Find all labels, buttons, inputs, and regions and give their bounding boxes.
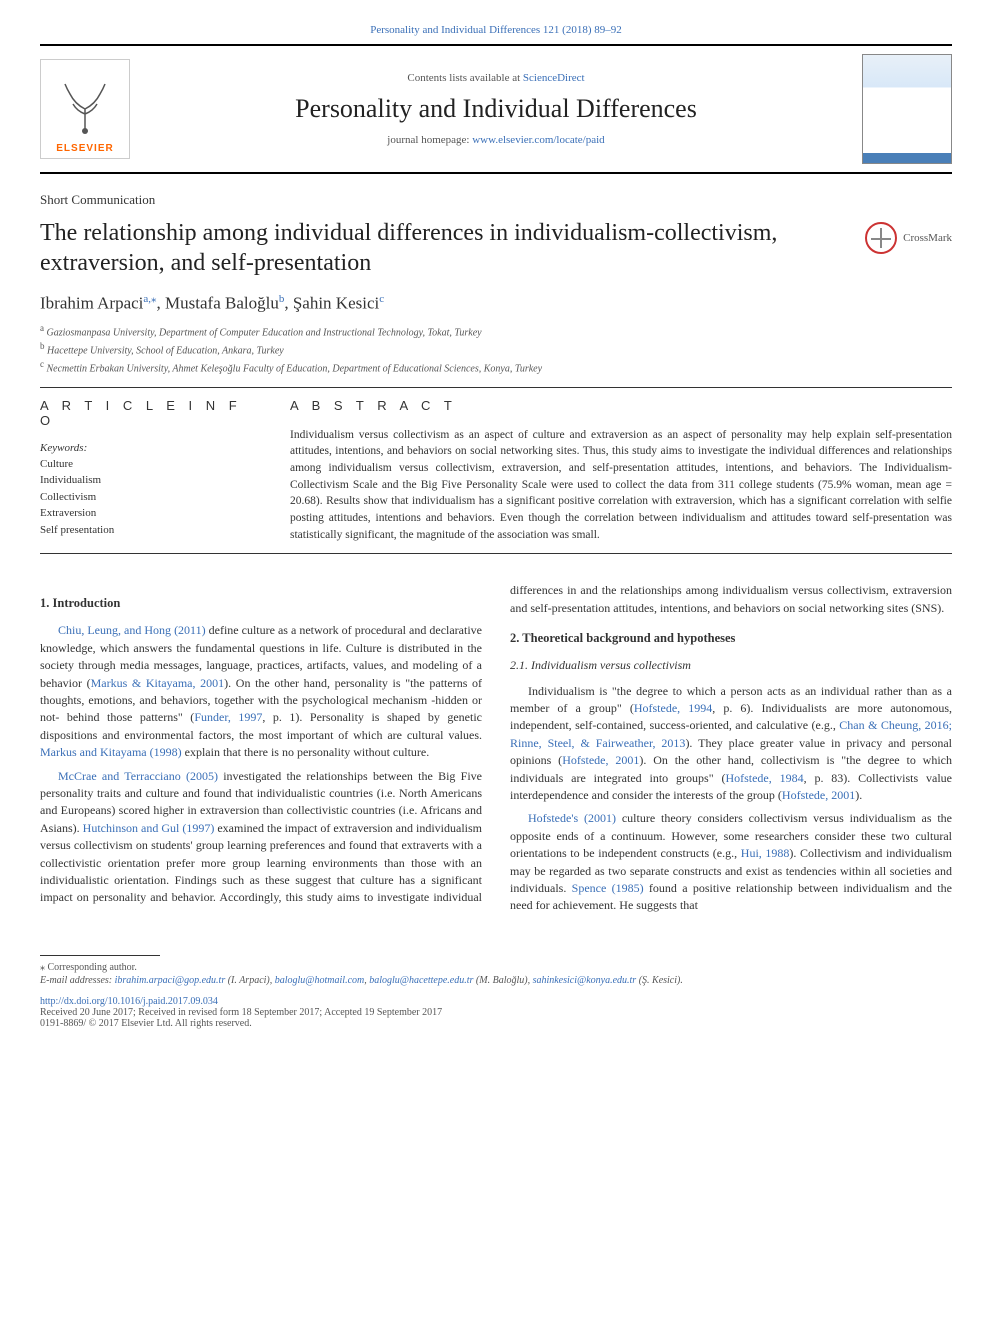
corresponding-author-label: ⁎ Corresponding author. (40, 962, 952, 973)
aff-c-sup: c (40, 359, 44, 369)
homepage-prefix: journal homepage: (387, 134, 472, 146)
separator-bottom (40, 553, 952, 554)
author-3-aff[interactable]: c (379, 293, 384, 305)
separator-top (40, 387, 952, 388)
header-center: Contents lists available at ScienceDirec… (142, 72, 850, 146)
article-title: The relationship among individual differ… (40, 218, 845, 278)
section-2-1-para-2: Hofstede's (2001) culture theory conside… (510, 810, 952, 914)
cite-chiu[interactable]: Chiu, Leung, and Hong (2011) (58, 623, 206, 637)
section-2-1-para-1: Individualism is "the degree to which a … (510, 683, 952, 805)
email-1[interactable]: ibrahim.arpaci@gop.edu.tr (115, 975, 226, 986)
cite-hui[interactable]: Hui, 1988 (741, 846, 790, 860)
keywords-label: Keywords: (40, 442, 250, 454)
s21p1k: ). (855, 788, 862, 802)
email-4[interactable]: sahinkesici@konya.edu.tr (533, 975, 637, 986)
journal-homepage-line: journal homepage: www.elsevier.com/locat… (142, 134, 850, 146)
sciencedirect-link[interactable]: ScienceDirect (523, 72, 585, 84)
keyword-4: Extraversion (40, 505, 250, 522)
author-1: Ibrahim Arpaci (40, 294, 143, 313)
cite-funder[interactable]: Funder, 1997 (194, 710, 262, 724)
aff-b-text: Hacettepe University, School of Educatio… (47, 345, 284, 356)
header-bar: ELSEVIER Contents lists available at Sci… (40, 44, 952, 174)
aff-a-text: Gaziosmanpasa University, Department of … (47, 327, 482, 338)
email-1-who: (I. Arpaci), (225, 975, 275, 986)
cite-hofstede-2001a[interactable]: Hofstede, 2001 (562, 753, 639, 767)
crossmark-icon (865, 222, 897, 254)
keywords-list: Culture Individualism Collectivism Extra… (40, 456, 250, 539)
authors-line: Ibrahim Arpacia,⁎, Mustafa Baloğlub, Şah… (40, 292, 952, 314)
journal-homepage-link[interactable]: www.elsevier.com/locate/paid (472, 134, 604, 146)
email-3-who: (M. Baloğlu), (473, 975, 532, 986)
contents-prefix: Contents lists available at (407, 72, 522, 84)
info-abstract-row: A R T I C L E I N F O Keywords: Culture … (40, 398, 952, 544)
email-2[interactable]: baloglu@hotmail.com (275, 975, 364, 986)
cite-hutchinson[interactable]: Hutchinson and Gul (1997) (83, 821, 215, 835)
body-columns: 1. Introduction Chiu, Leung, and Hong (2… (40, 582, 952, 914)
footer-rule (40, 955, 160, 956)
affiliation-b: b Hacettepe University, School of Educat… (40, 340, 952, 358)
article-history: Received 20 June 2017; Received in revis… (40, 1007, 952, 1018)
cite-hofstede-2001b[interactable]: Hofstede, 2001 (782, 788, 855, 802)
email-4-who: (Ş. Kesici). (636, 975, 683, 986)
keyword-5: Self presentation (40, 522, 250, 539)
doi-link[interactable]: http://dx.doi.org/10.1016/j.paid.2017.09… (40, 996, 952, 1007)
footer: ⁎ Corresponding author. E-mail addresses… (40, 955, 952, 1029)
header-citation: Personality and Individual Differences 1… (40, 24, 952, 36)
section-1-heading: 1. Introduction (40, 594, 482, 612)
cite-markus-2001[interactable]: Markus & Kitayama, 2001 (91, 676, 225, 690)
elsevier-tree-icon (55, 79, 115, 139)
aff-a-sup: a (40, 323, 44, 333)
email-3[interactable]: baloglu@hacettepe.edu.tr (369, 975, 473, 986)
publisher-logo: ELSEVIER (40, 59, 130, 159)
section-2-1-heading: 2.1. Individualism versus collectivism (510, 657, 952, 674)
aff-b-sup: b (40, 341, 45, 351)
cite-hofstede-2001c[interactable]: Hofstede's (2001) (528, 811, 616, 825)
affiliations: a Gaziosmanpasa University, Department o… (40, 322, 952, 377)
author-3: Şahin Kesici (293, 294, 379, 313)
affiliation-c: c Necmettin Erbakan University, Ahmet Ke… (40, 358, 952, 376)
keyword-3: Collectivism (40, 489, 250, 506)
crossmark-label: CrossMark (903, 232, 952, 244)
abstract-block: A B S T R A C T Individualism versus col… (290, 398, 952, 544)
s1p1h: explain that there is no personality wit… (182, 745, 430, 759)
article-info-heading: A R T I C L E I N F O (40, 398, 250, 428)
section-1-para-1: Chiu, Leung, and Hong (2011) define cult… (40, 622, 482, 761)
article-info-block: A R T I C L E I N F O Keywords: Culture … (40, 398, 250, 544)
journal-title: Personality and Individual Differences (142, 94, 850, 124)
section-2-heading: 2. Theoretical background and hypotheses (510, 629, 952, 647)
emails-label: E-mail addresses: (40, 975, 112, 986)
abstract-heading: A B S T R A C T (290, 398, 952, 413)
author-2: Mustafa Baloğlu (165, 294, 279, 313)
cite-hofstede-1994[interactable]: Hofstede, 1994 (634, 701, 712, 715)
aff-c-text: Necmettin Erbakan University, Ahmet Kele… (47, 364, 543, 375)
keyword-2: Individualism (40, 472, 250, 489)
email-addresses: E-mail addresses: ibrahim.arpaci@gop.edu… (40, 975, 952, 986)
affiliation-a: a Gaziosmanpasa University, Department o… (40, 322, 952, 340)
article-type: Short Communication (40, 192, 952, 208)
journal-cover-thumbnail (862, 54, 952, 164)
contents-available-line: Contents lists available at ScienceDirec… (142, 72, 850, 84)
crossmark-badge[interactable]: CrossMark (865, 222, 952, 254)
cite-mccrae[interactable]: McCrae and Terracciano (2005) (58, 769, 218, 783)
cite-hofstede-1984[interactable]: Hofstede, 1984 (725, 771, 803, 785)
cite-markus-1998[interactable]: Markus and Kitayama (1998) (40, 745, 182, 759)
title-row: The relationship among individual differ… (40, 218, 952, 278)
keyword-1: Culture (40, 456, 250, 473)
publisher-logo-text: ELSEVIER (56, 143, 113, 154)
cite-spence[interactable]: Spence (1985) (572, 881, 644, 895)
issn-copyright: 0191-8869/ © 2017 Elsevier Ltd. All righ… (40, 1018, 952, 1029)
author-2-aff[interactable]: b (279, 293, 285, 305)
author-1-aff[interactable]: a,⁎ (143, 293, 156, 305)
abstract-text: Individualism versus collectivism as an … (290, 427, 952, 544)
